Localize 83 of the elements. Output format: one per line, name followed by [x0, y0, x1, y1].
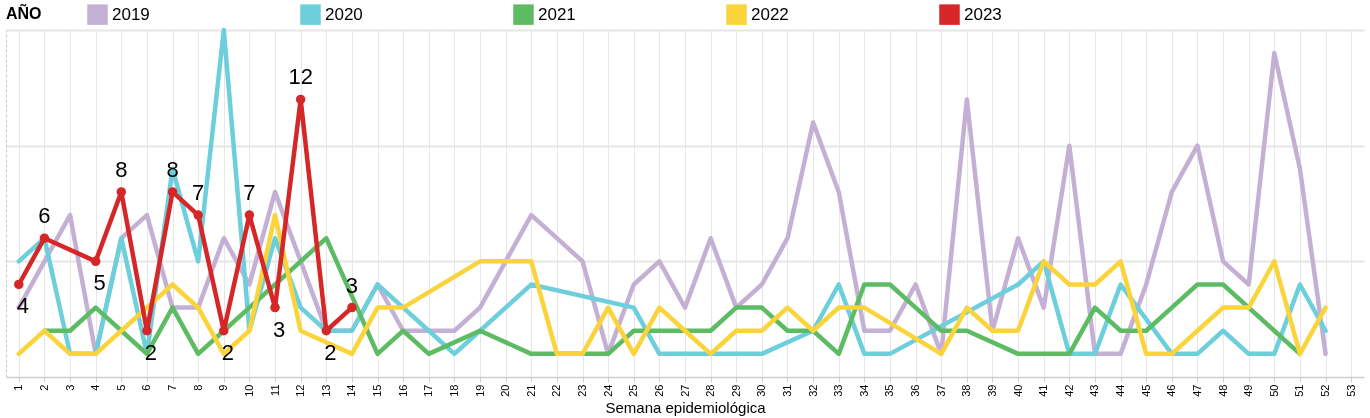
- x-tick-label: 44: [1114, 384, 1127, 397]
- x-tick-label: 31: [780, 384, 793, 397]
- data-label: 6: [38, 203, 51, 229]
- x-axis-title: Semana epidemiológica: [605, 398, 767, 416]
- data-label: 3: [272, 316, 286, 342]
- x-tick-label: 45: [1139, 384, 1152, 397]
- x-tick-label: 52: [1319, 384, 1332, 397]
- legend-label: 2019: [112, 4, 150, 24]
- x-tick-label: 40: [1011, 384, 1024, 397]
- data-label: 7: [192, 180, 205, 206]
- point: [167, 187, 178, 197]
- x-tick-label: 23: [576, 384, 589, 397]
- data-label: 2: [324, 339, 337, 365]
- x-tick-label: 10: [242, 384, 255, 397]
- x-tick-label: 28: [704, 384, 717, 397]
- x-tick-label: 20: [499, 384, 512, 397]
- x-tick-label: 51: [1293, 384, 1306, 397]
- x-tick-label: 41: [1037, 384, 1050, 397]
- x-tick-label: 34: [857, 384, 870, 397]
- data-label: 4: [16, 293, 29, 319]
- legend-label: 2023: [964, 4, 1002, 24]
- data-label: 8: [115, 156, 128, 182]
- data-label: 7: [243, 180, 256, 206]
- x-tick-label: 17: [422, 384, 435, 397]
- point: [219, 326, 229, 336]
- legend-title: AÑO: [6, 3, 42, 22]
- x-tick-label: 4: [89, 384, 102, 391]
- x-tick-label: 3: [63, 384, 76, 391]
- x-tick-label: 46: [1165, 384, 1178, 397]
- x-tick-label: 26: [652, 384, 665, 397]
- x-tick-label: 21: [524, 384, 537, 397]
- x-tick-label: 25: [627, 384, 640, 397]
- point: [116, 187, 127, 197]
- x-tick-label: 15: [371, 384, 384, 397]
- x-tick-label: 22: [550, 384, 563, 397]
- x-tick-label: 36: [909, 384, 922, 397]
- x-tick-label: 9: [217, 384, 230, 391]
- legend-label: 2022: [751, 4, 789, 24]
- x-tick-label: 29: [729, 384, 742, 397]
- point: [39, 233, 50, 243]
- x-tick-label: 5: [114, 384, 127, 391]
- x-tick-label: 38: [960, 384, 973, 397]
- x-tick-label: 50: [1267, 384, 1280, 397]
- legend-label: 2020: [325, 4, 363, 24]
- data-label: 8: [166, 156, 179, 182]
- data-label: 12: [288, 64, 313, 90]
- x-tick-label: 16: [396, 384, 409, 397]
- x-tick-label: 30: [755, 384, 768, 397]
- x-tick-label: 49: [1242, 384, 1255, 397]
- point: [14, 279, 24, 290]
- x-tick-label: 33: [832, 384, 845, 397]
- x-tick-label: 13: [319, 384, 332, 397]
- x-tick-label: 7: [166, 384, 179, 391]
- point: [90, 256, 101, 267]
- x-tick-label: 8: [191, 384, 204, 391]
- legend-label: 2021: [538, 4, 576, 24]
- x-tick-label: 39: [985, 384, 998, 397]
- point: [193, 210, 203, 220]
- point: [347, 302, 357, 313]
- x-tick-label: 18: [447, 384, 460, 397]
- x-tick-label: 12: [294, 384, 307, 397]
- point: [270, 302, 280, 313]
- point: [321, 326, 332, 336]
- data-label: 5: [93, 270, 106, 296]
- x-tick-label: 24: [601, 384, 614, 397]
- x-tick-label: 32: [806, 384, 819, 397]
- x-tick-label: 11: [268, 384, 281, 396]
- x-tick-label: 1: [12, 384, 25, 391]
- x-tick-label: 35: [883, 384, 896, 397]
- point: [244, 210, 255, 220]
- point: [142, 326, 152, 336]
- point: [295, 94, 306, 105]
- x-tick-label: 27: [678, 384, 691, 397]
- x-tick-label: 47: [1190, 384, 1203, 397]
- x-tick-label: 19: [473, 384, 486, 397]
- x-tick-label: 43: [1088, 384, 1101, 397]
- x-tick-label: 6: [140, 384, 153, 391]
- x-tick-label: 48: [1216, 384, 1229, 397]
- x-tick-label: 14: [345, 384, 358, 397]
- x-tick-label: 37: [934, 384, 947, 397]
- x-tick-label: 42: [1062, 384, 1075, 397]
- x-tick-label: 53: [1344, 384, 1357, 397]
- x-tick-label: 2: [37, 384, 50, 391]
